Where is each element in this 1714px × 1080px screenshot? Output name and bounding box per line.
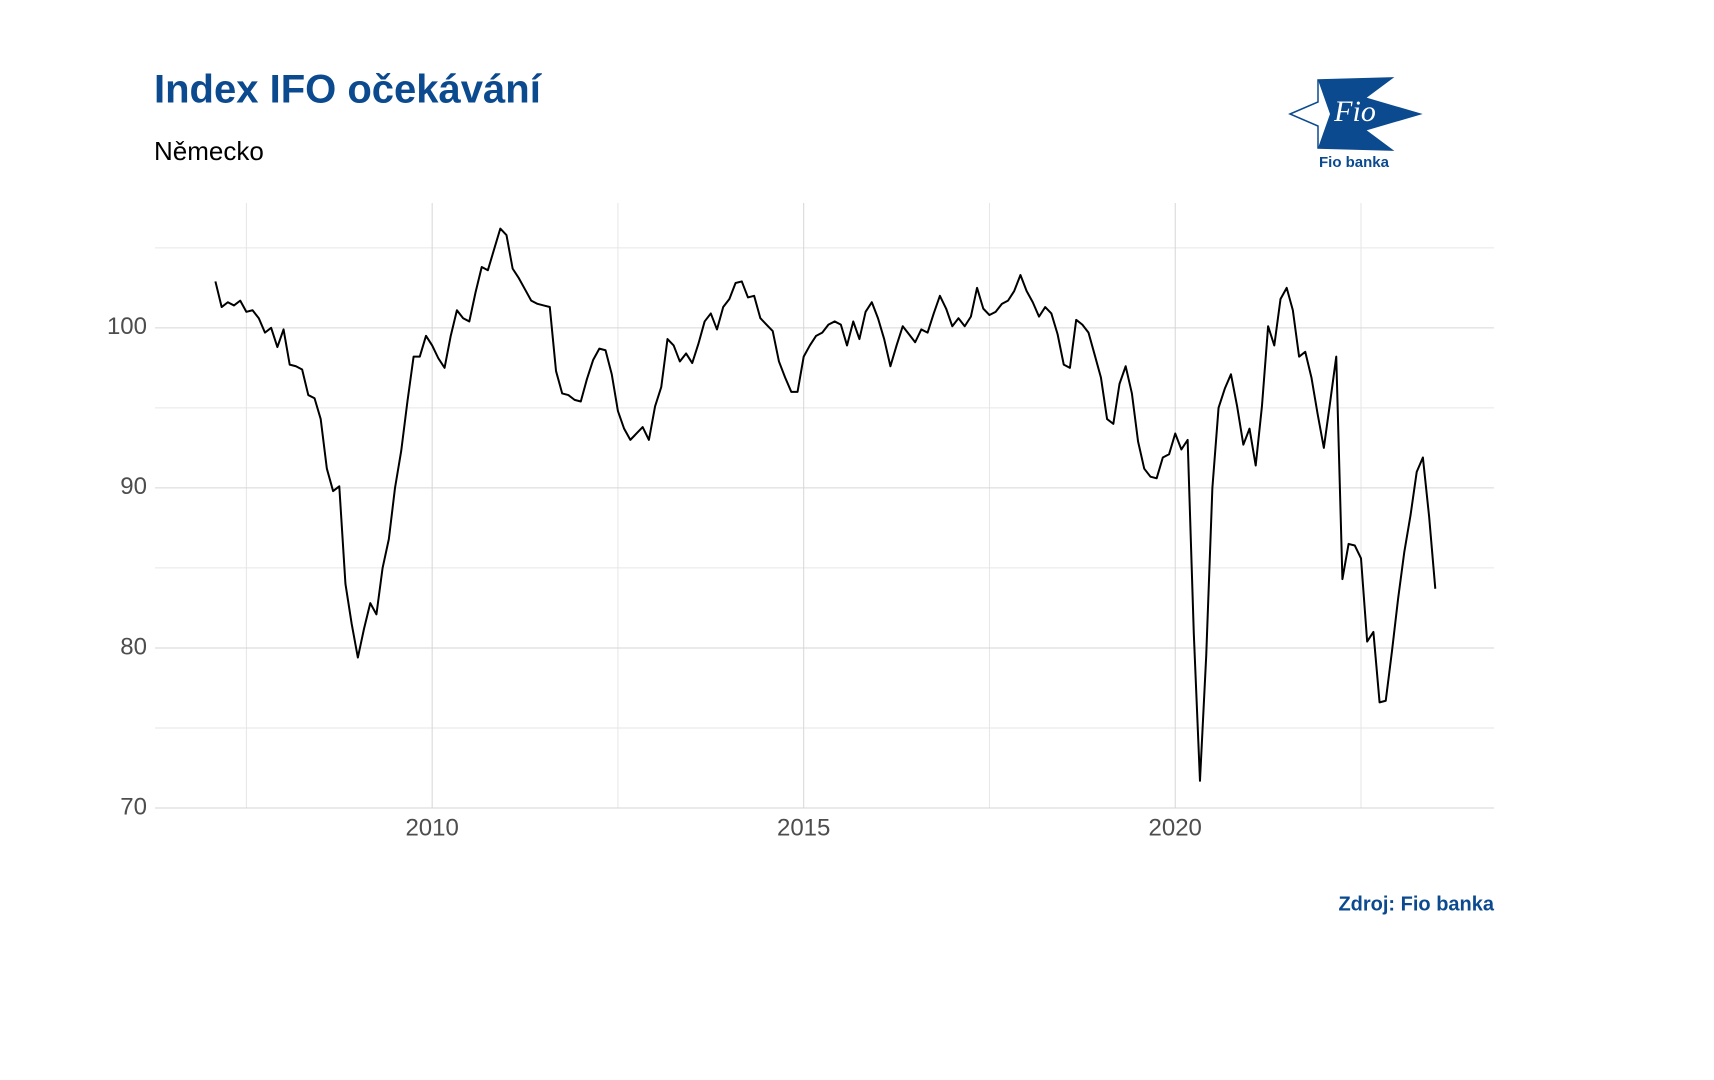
- logo-caption: Fio banka: [1319, 154, 1390, 171]
- x-tick-label: 2010: [405, 814, 458, 841]
- chart-title: Index IFO očekávání: [154, 68, 543, 112]
- x-tick-label: 2015: [777, 814, 830, 841]
- logo-flag: [1318, 78, 1420, 150]
- chart-subtitle: Německo: [154, 136, 264, 166]
- y-tick-label: 100: [107, 313, 147, 340]
- y-tick-label: 70: [120, 793, 147, 820]
- source: Zdroj: Fio banka: [1338, 893, 1494, 915]
- y-tick-label: 80: [120, 633, 147, 660]
- line: [214, 227, 1437, 782]
- x-tick-label: 2020: [1149, 814, 1202, 841]
- logo-text: Fio: [1333, 95, 1376, 128]
- y-tick-label: 90: [120, 473, 147, 500]
- logo: Fio Fio banka: [1288, 77, 1423, 171]
